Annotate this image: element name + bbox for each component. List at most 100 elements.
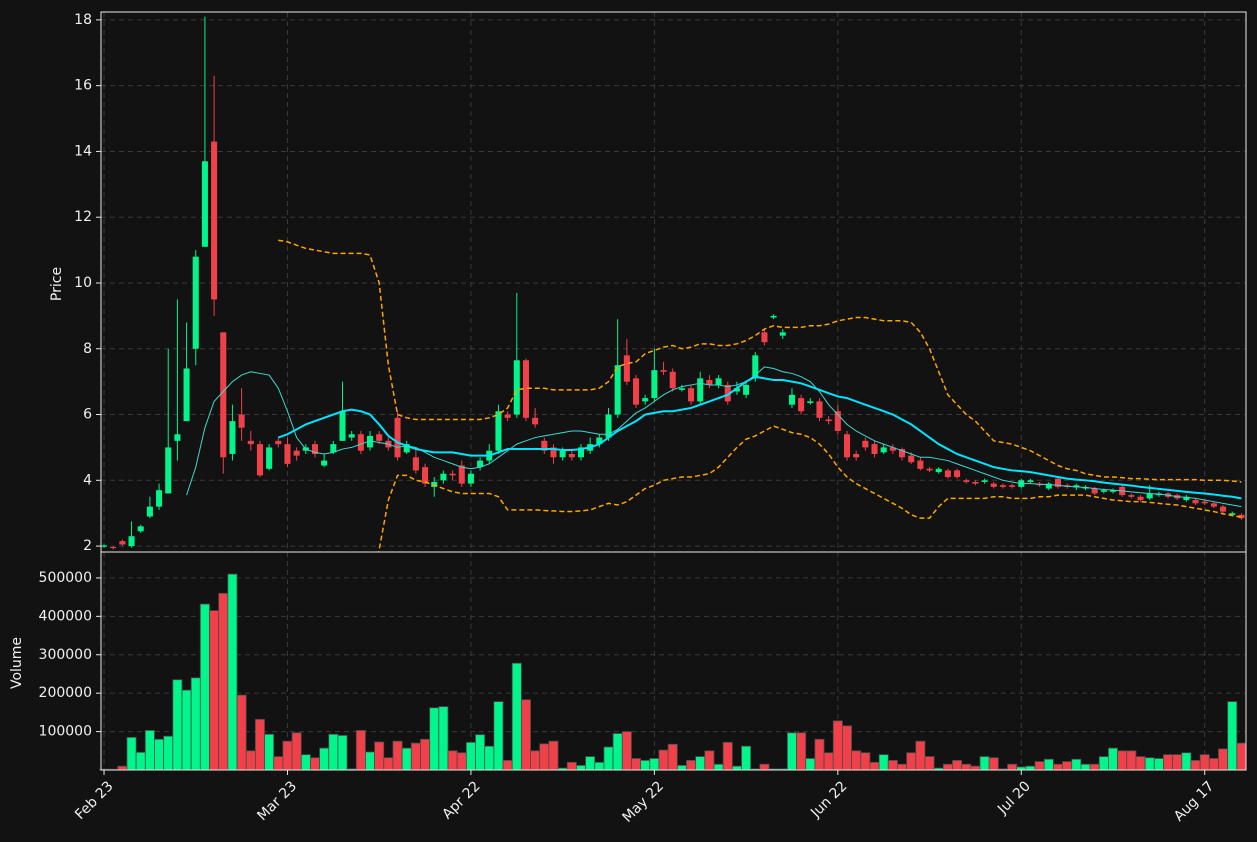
- candle-body: [559, 450, 566, 458]
- candle-body: [504, 414, 511, 418]
- candle-body: [266, 447, 273, 469]
- volume-bar: [906, 752, 917, 771]
- volume-bar: [897, 763, 908, 771]
- volume-bar: [942, 763, 953, 771]
- candle-body: [926, 468, 933, 471]
- candle-body: [678, 388, 685, 390]
- volume-bar: [1135, 756, 1146, 771]
- volume-axis-label: Volume: [9, 637, 25, 689]
- volume-bar: [741, 745, 752, 771]
- volume-bar: [465, 741, 476, 771]
- volume-bar: [438, 706, 449, 771]
- volume-bar: [1098, 756, 1109, 771]
- volume-bar: [1089, 763, 1100, 771]
- volume-bar: [1172, 754, 1183, 771]
- candle-body: [605, 414, 612, 438]
- candle-body: [816, 401, 823, 418]
- candle-body: [633, 378, 640, 405]
- indicator-line: [278, 239, 1242, 483]
- candle-body: [935, 468, 942, 473]
- volume-bar: [181, 689, 192, 771]
- candle-body: [752, 355, 759, 379]
- volume-bar: [842, 725, 852, 771]
- candle-body: [596, 437, 603, 445]
- volume-bar: [254, 718, 265, 771]
- y-tick-label: 16: [74, 78, 92, 94]
- candle-body: [779, 332, 786, 336]
- candle-body: [614, 365, 621, 415]
- volume-bar: [548, 740, 559, 771]
- candle-body: [917, 460, 924, 469]
- candle-body: [532, 417, 539, 425]
- volume-bar: [1144, 757, 1155, 771]
- y-tick-label: 100000: [39, 724, 92, 740]
- candle-body: [449, 473, 456, 476]
- volume-bar: [355, 730, 366, 771]
- candle-body: [954, 470, 961, 478]
- volume-bar: [328, 733, 339, 771]
- volume-bar: [154, 738, 165, 771]
- candle-body: [403, 444, 410, 453]
- volume-bar: [1108, 747, 1118, 771]
- candle-body: [688, 388, 695, 402]
- candle-body: [853, 453, 860, 458]
- candle-body: [1201, 501, 1208, 504]
- volume-bar: [649, 758, 660, 771]
- candle-body: [412, 457, 419, 471]
- volume-bar: [172, 679, 183, 771]
- candle-body: [899, 449, 906, 458]
- indicator-line: [277, 375, 1242, 500]
- volume-bar: [374, 741, 385, 771]
- volume-bar: [1190, 759, 1201, 771]
- volume-bar: [1208, 758, 1219, 771]
- candle-body: [1137, 496, 1144, 501]
- volume-bar: [585, 756, 596, 771]
- y-tick-label: 14: [74, 143, 92, 159]
- candle-body: [715, 378, 722, 385]
- volume-bar: [1227, 701, 1238, 771]
- volume-bar: [365, 751, 376, 771]
- volume-bar: [392, 740, 403, 771]
- candle-body: [229, 421, 236, 454]
- y-tick-label: 4: [83, 472, 92, 488]
- candle-body: [146, 506, 153, 517]
- volume-bar: [1236, 742, 1247, 771]
- volume-bar: [245, 750, 256, 771]
- volume-bar: [319, 747, 330, 771]
- volume-bar: [163, 735, 174, 771]
- volume-bar: [686, 759, 697, 771]
- indicator-line: [377, 425, 1242, 552]
- candle-body: [908, 455, 915, 463]
- volume-bar: [493, 701, 504, 771]
- volume-bar: [658, 749, 669, 771]
- candle-body: [119, 541, 126, 545]
- candle-body: [394, 417, 401, 458]
- volume-bar: [1199, 754, 1210, 771]
- candles: [101, 16, 1245, 552]
- candle-body: [944, 470, 951, 478]
- volume-bar: [676, 764, 687, 771]
- volume-bar: [970, 765, 981, 771]
- volume-bar: [915, 740, 926, 771]
- candle-body: [660, 370, 667, 372]
- volume-bar: [704, 750, 715, 771]
- candle-body: [963, 480, 970, 482]
- volume-bar: [420, 738, 431, 771]
- volume-bar: [1181, 752, 1192, 771]
- candle-body: [761, 332, 768, 343]
- candle-body: [284, 444, 291, 464]
- candle-body: [1229, 513, 1236, 515]
- volume-bar: [731, 765, 742, 771]
- volume-bar: [1062, 761, 1073, 771]
- volume-bar: [952, 759, 963, 771]
- candle-body: [743, 384, 750, 395]
- candle-body: [101, 545, 108, 547]
- volume-bar: [786, 732, 797, 771]
- volume-bar: [475, 734, 486, 771]
- candle-body: [330, 444, 337, 453]
- candle-body: [458, 465, 465, 484]
- volume-bar: [1218, 748, 1229, 771]
- candle-body: [165, 447, 172, 494]
- volume-bar: [310, 757, 320, 771]
